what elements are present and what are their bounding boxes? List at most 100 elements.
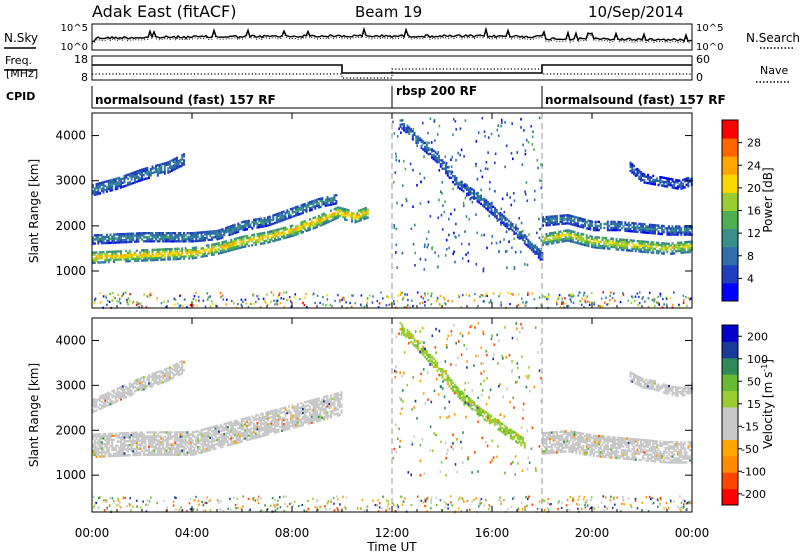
data-cell (100, 261, 103, 264)
data-cell (619, 238, 621, 241)
data-cell (209, 432, 212, 436)
data-cell (204, 250, 206, 254)
data-cell (497, 218, 500, 221)
noise-cell (363, 305, 366, 308)
data-cell (165, 367, 168, 371)
data-cell (305, 416, 308, 420)
data-cell (260, 425, 262, 428)
scatter-cell (424, 243, 426, 247)
scatter-cell (506, 193, 508, 197)
data-cell (137, 433, 140, 436)
data-cell (113, 438, 115, 441)
data-cell (603, 245, 606, 248)
data-cell (293, 408, 296, 411)
data-cell (228, 241, 231, 244)
data-cell (242, 419, 245, 423)
data-cell (116, 391, 119, 395)
data-cell (634, 172, 637, 175)
data-cell (179, 449, 182, 452)
data-cell (650, 225, 653, 229)
data-cell (554, 235, 557, 238)
data-cell (156, 232, 159, 235)
data-cell (163, 172, 166, 175)
colorbar-tick-label: 24 (747, 159, 761, 172)
data-cell (181, 451, 184, 454)
data-cell (193, 231, 196, 235)
data-cell (356, 220, 359, 223)
data-cell (174, 365, 177, 368)
data-cell (549, 437, 551, 440)
data-cell (151, 232, 154, 235)
data-cell (137, 240, 140, 243)
data-cell (445, 163, 447, 167)
noise-cell (393, 302, 395, 305)
data-cell (237, 435, 240, 438)
noise-cell (351, 294, 353, 297)
data-cell (176, 162, 178, 166)
data-cell (584, 224, 586, 228)
data-cell (267, 419, 269, 422)
data-cell (135, 449, 138, 453)
data-cell (303, 407, 306, 410)
data-cell (340, 409, 343, 412)
scatter-cell (395, 227, 398, 231)
data-cell (162, 441, 164, 444)
data-cell (135, 387, 138, 390)
scatter-cell (500, 118, 503, 122)
data-cell (127, 444, 129, 447)
data-cell (474, 196, 477, 200)
data-cell (125, 254, 128, 257)
scatter-cell (438, 198, 440, 202)
data-cell (116, 258, 119, 261)
data-cell (550, 437, 553, 440)
data-cell (134, 379, 136, 383)
data-cell (204, 450, 206, 453)
data-cell (281, 417, 283, 420)
noise-cell (490, 299, 492, 302)
scatter-cell (498, 134, 500, 137)
data-cell (170, 240, 173, 243)
data-cell (246, 434, 248, 438)
data-cell (148, 257, 150, 260)
data-cell (190, 439, 192, 442)
data-cell (211, 243, 213, 246)
data-cell (223, 242, 226, 246)
data-cell (585, 236, 588, 239)
data-cell (550, 219, 553, 222)
data-cell (125, 385, 128, 389)
data-cell (314, 414, 317, 417)
data-cell (190, 433, 192, 436)
data-cell (226, 430, 229, 433)
data-cell (417, 139, 419, 142)
data-cell (478, 195, 481, 198)
data-cell (219, 429, 222, 433)
data-cell (202, 428, 205, 431)
data-cell (309, 209, 311, 212)
data-cell (307, 408, 310, 411)
data-cell (571, 236, 574, 239)
data-cell (177, 161, 180, 165)
data-cell (176, 439, 178, 442)
data-cell (529, 244, 531, 248)
noise-cell (326, 298, 329, 301)
data-cell (550, 445, 553, 448)
data-cell (172, 168, 175, 172)
data-cell (457, 184, 460, 187)
data-cell (191, 445, 194, 448)
data-cell (685, 227, 688, 230)
noise-cell (652, 297, 655, 300)
data-cell (121, 387, 124, 390)
data-cell (445, 171, 447, 175)
noise-cell (634, 295, 637, 298)
data-cell (172, 238, 175, 241)
data-cell (554, 237, 557, 240)
data-cell (148, 447, 150, 450)
data-cell (671, 225, 674, 228)
data-cell (331, 203, 334, 206)
data-cell (102, 433, 105, 436)
data-cell (226, 249, 229, 253)
data-cell (648, 231, 651, 235)
data-cell (411, 136, 414, 139)
data-cell (284, 216, 287, 219)
data-cell (200, 231, 203, 234)
